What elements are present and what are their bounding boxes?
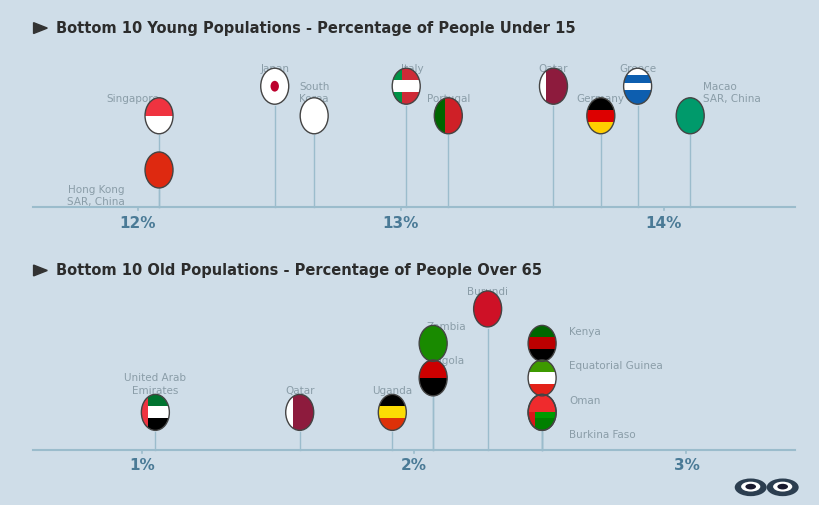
Text: South
Korea: South Korea [299,81,329,104]
Text: Qatar: Qatar [285,386,314,395]
Ellipse shape [586,98,614,134]
Text: Germany: Germany [576,94,624,104]
Ellipse shape [145,98,173,134]
Bar [586,98,614,110]
Text: Oman: Oman [568,395,600,406]
Bar [419,360,446,378]
Text: Qatar: Qatar [538,65,568,74]
Ellipse shape [473,291,501,327]
Bar [145,116,173,134]
Ellipse shape [776,484,787,489]
Bar [623,90,651,97]
Bar [527,360,555,372]
Bar [539,68,545,104]
Bar [586,110,614,122]
Bar [527,372,555,384]
Text: United Arab
Emirates: United Arab Emirates [124,373,186,395]
Ellipse shape [744,484,755,489]
Ellipse shape [527,394,555,430]
Text: Burkina Faso: Burkina Faso [568,430,636,440]
Text: Greece: Greece [618,65,655,74]
Bar [623,75,651,83]
Bar [527,394,555,407]
Text: Macao
SAR, China: Macao SAR, China [703,81,760,104]
Bar [141,418,170,430]
Text: Kenya: Kenya [568,327,600,336]
Ellipse shape [270,81,278,91]
Ellipse shape [527,325,555,362]
Bar [527,349,555,362]
Bar [391,80,419,92]
Ellipse shape [539,68,567,104]
Text: Hong Kong
SAR, China: Hong Kong SAR, China [67,185,124,208]
Ellipse shape [419,360,446,396]
Bar [378,407,406,418]
Ellipse shape [766,479,798,496]
Bar [527,394,555,413]
Ellipse shape [434,98,462,134]
Ellipse shape [740,482,759,491]
Bar [378,394,406,407]
Ellipse shape [527,360,555,396]
Ellipse shape [145,152,173,188]
Text: Bottom 10 Old Populations - Percentage of People Over 65: Bottom 10 Old Populations - Percentage o… [56,263,541,278]
Ellipse shape [300,98,328,134]
Bar [527,418,555,430]
Bar [285,394,292,430]
Text: Uganda: Uganda [372,386,412,395]
Ellipse shape [676,98,704,134]
Text: Italy: Italy [400,65,423,74]
Text: Angola: Angola [428,356,464,366]
Polygon shape [34,265,48,276]
Ellipse shape [391,68,419,104]
Ellipse shape [527,394,555,430]
Polygon shape [34,23,48,33]
Text: Singapore: Singapore [106,94,159,104]
Text: Equatorial Guinea: Equatorial Guinea [568,361,663,371]
Bar [141,394,170,407]
Text: Burundi: Burundi [467,287,508,297]
Text: Zambia: Zambia [427,322,466,332]
Bar [527,325,555,337]
Ellipse shape [419,325,446,362]
Ellipse shape [285,394,314,430]
Ellipse shape [260,68,288,104]
Bar [145,98,173,116]
Text: Japan: Japan [260,65,289,74]
Bar [141,394,148,430]
Text: Bottom 10 Young Populations - Percentage of People Under 15: Bottom 10 Young Populations - Percentage… [56,21,575,35]
Ellipse shape [772,482,791,491]
Bar [434,98,445,134]
Text: Portugal: Portugal [426,94,469,104]
Ellipse shape [141,394,170,430]
Ellipse shape [734,479,766,496]
Bar [527,394,535,430]
Ellipse shape [378,394,406,430]
Bar [623,83,651,90]
Ellipse shape [623,68,651,104]
Bar [623,68,651,75]
Bar [391,68,401,104]
